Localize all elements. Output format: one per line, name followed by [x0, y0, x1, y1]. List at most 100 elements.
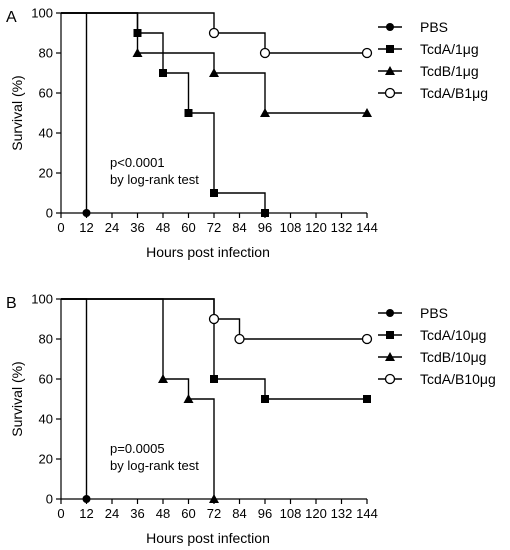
legend-swatch-marker [385, 352, 395, 361]
legend-swatch-marker [385, 66, 395, 75]
panel-b-pvalue: p=0.0005 [110, 441, 165, 456]
panel-b: B Survival (%) Hours post infection p=0.… [6, 292, 496, 547]
panel-a-x-tick-label: 24 [105, 220, 119, 235]
panel-b-x-axis-label: Hours post infection [146, 530, 270, 546]
legend-label: PBS [420, 19, 448, 35]
panel-a-x-tick-label: 144 [356, 220, 378, 235]
panel-a-series-tcdb-1-g-point [132, 48, 143, 57]
panel-a-plot-area: 0 12 24 36 48 60 72 84 96 108 120 132 144 0 20 40 60 80 10… [31, 6, 378, 236]
legend-item: TcdA/1μg [378, 41, 479, 57]
panel-a-series-pbs-line [61, 12, 88, 213]
panel-a-y-tick-label: 60 [39, 86, 53, 101]
panel-a-x-tick-label: 132 [331, 220, 353, 235]
panel-b-series-pbs-line [61, 298, 88, 499]
legend-item: TcdB/10μg [378, 349, 486, 365]
panel-a-pvalue: p<0.0001 [110, 155, 165, 170]
panel-b-series-tcda-b10-g-point [234, 333, 245, 345]
panel-a-y-tick-label: 100 [31, 6, 53, 21]
panel-a-test-note: by log-rank test [110, 172, 199, 187]
panel-b-test-note: by log-rank test [110, 458, 199, 473]
legend-swatch-marker [386, 45, 394, 53]
legend-item: TcdA/B1μg [378, 85, 488, 101]
panel-b-y-tick-label: 100 [31, 292, 53, 307]
legend-label: TcdA/10μg [420, 327, 486, 343]
panel-a-x-tick-label: 120 [305, 220, 327, 235]
panel-a-series-tcdb-1-g [61, 12, 372, 117]
panel-a-x-tick-label: 60 [181, 220, 195, 235]
panel-a-x-axis-label: Hours post infection [146, 244, 270, 260]
panel-b-label: B [6, 295, 17, 312]
panel-a-x-tick-label: 84 [232, 220, 246, 235]
panel-b-y-tick-label: 80 [39, 332, 53, 347]
panel-a-x-tick-label: 108 [280, 220, 302, 235]
panel-b-x-tick-label: 24 [105, 506, 119, 521]
legend-swatch-marker [386, 331, 394, 339]
legend-label: TcdA/B10μg [420, 371, 496, 387]
panel-b-y-tick-label: 60 [39, 372, 53, 387]
panel-a-series-tcda-b1-g-point [361, 47, 373, 59]
legend-label: TcdB/10μg [420, 349, 486, 365]
panel-b-series-tcda-10-g-point [363, 395, 371, 403]
legend-label: PBS [420, 305, 448, 321]
panel-a-series-tcda-1-g-point [184, 109, 193, 117]
legend-swatch-marker [384, 373, 396, 385]
panel-a-series-tcda-b1-g-point [208, 27, 220, 39]
legend-swatch-marker [384, 87, 396, 99]
panel-a-series-tcda-b1-g-point [259, 47, 271, 59]
panel-a-series-tcda-1-g-point [159, 69, 167, 77]
panel-b-series-tcdb-10-g-point [183, 394, 194, 403]
legend-item: TcdB/1μg [378, 63, 479, 79]
panel-a-series-tcdb-1-g-line [61, 12, 367, 114]
panel-b-x-tick-label: 132 [331, 506, 353, 521]
panel-b-x-tick-label: 72 [207, 506, 221, 521]
panel-a-series-tcda-b1-g [61, 12, 373, 59]
panel-b-x-tick-label: 120 [305, 506, 327, 521]
panel-a-x-tick-label: 0 [57, 220, 64, 235]
panel-a-x-tick-label: 96 [258, 220, 272, 235]
panel-a-series-pbs-point [82, 209, 91, 217]
legend-item: TcdA/10μg [378, 327, 486, 343]
panel-a-y-tick-label: 40 [39, 126, 53, 141]
panel-a-y-tick-label: 20 [39, 166, 53, 181]
panel-b-series-pbs [61, 298, 91, 503]
panel-a-series-tcdb-1-g-point [362, 108, 372, 117]
panel-a-x-tick-label: 72 [207, 220, 221, 235]
panel-a-series-tcdb-1-g-point [209, 68, 219, 77]
panel-a-x-tick-label: 48 [156, 220, 170, 235]
panel-b-series-tcda-10-g-point [210, 375, 218, 383]
panel-b-y-tick-label: 20 [39, 452, 53, 467]
panel-b-x-tick-label: 0 [57, 506, 64, 521]
panel-a-legend: PBS TcdA/1μg TcdB/1μg TcdA/B1μg [378, 19, 488, 101]
panel-b-series-tcdb-10-g-point [158, 374, 168, 383]
panel-b-x-tick-label: 108 [280, 506, 302, 521]
legend-swatch-marker [386, 23, 394, 31]
panel-b-plot-area: 0 12 24 36 48 60 72 84 96 108 120 132 144 0 20 40 60 80 10… [31, 292, 378, 522]
panel-b-x-tick-label: 144 [356, 506, 378, 521]
legend-item: PBS [378, 19, 448, 35]
legend-swatch-marker [386, 309, 394, 317]
panel-b-series-tcdb-10-g-point [209, 494, 219, 503]
panel-b-series-tcda-b10-g [61, 298, 373, 345]
panel-b-x-tick-label: 36 [130, 506, 144, 521]
panel-b-series-tcda-b10-g-point [208, 313, 220, 325]
panel-b-legend: PBS TcdA/10μg TcdB/10μg TcdA/B10μg [378, 305, 496, 387]
panel-a-y-axis-label: Survival (%) [9, 75, 25, 150]
legend-label: TcdA/B1μg [420, 85, 488, 101]
panel-a-series-tcdb-1-g-point [260, 108, 270, 117]
panel-b-y-tick-label: 0 [46, 492, 53, 507]
panel-a-series-pbs [61, 12, 91, 217]
panel-b-x-tick-label: 96 [258, 506, 272, 521]
panel-b-y-axis-label: Survival (%) [9, 361, 25, 436]
panel-b-x-tick-label: 48 [156, 506, 170, 521]
legend-label: TcdA/1μg [420, 41, 479, 57]
panel-a-label: A [6, 9, 17, 26]
panel-b-y-tick-label: 40 [39, 412, 53, 427]
panel-a: A Survival (%) Hours post infection p<0.… [6, 6, 488, 261]
panel-a-x-tick-label: 36 [130, 220, 144, 235]
panel-a-series-tcda-b1-g-line [61, 12, 367, 54]
panel-a-x-tick-label: 12 [79, 220, 93, 235]
panel-a-series-tcda-1-g-point [261, 209, 269, 217]
panel-b-series-tcda-b10-g-line [61, 298, 367, 340]
panel-b-x-tick-label: 12 [79, 506, 93, 521]
